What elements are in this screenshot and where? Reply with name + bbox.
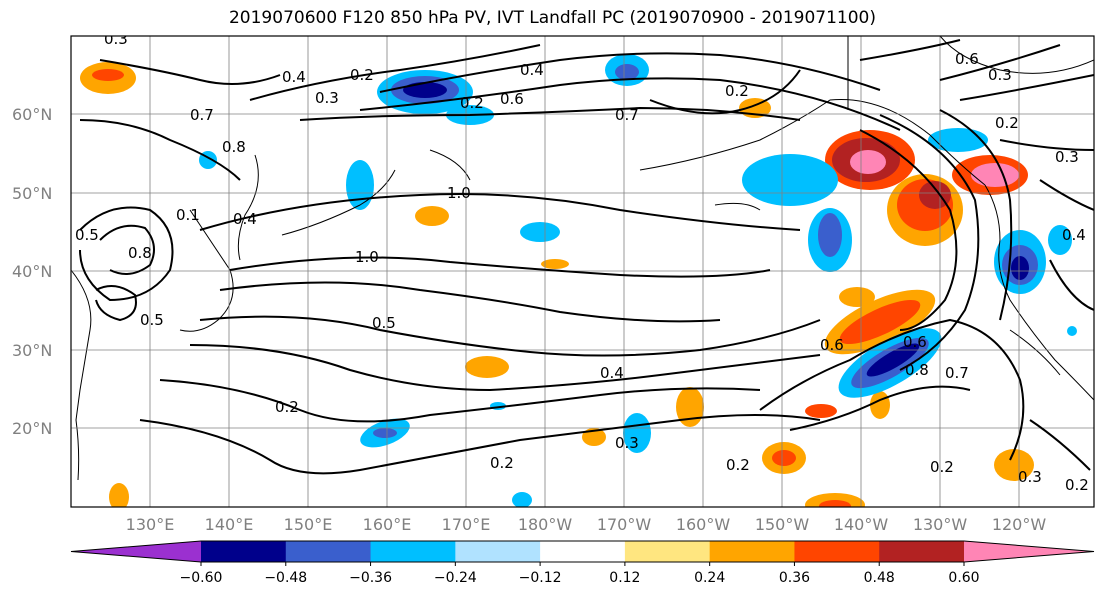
- contour-label: 0.8: [222, 138, 246, 156]
- lon-label: 130°E: [126, 515, 175, 534]
- contour-label: 0.7: [945, 364, 969, 382]
- colorbar-bin: [709, 541, 795, 562]
- contour-label: 0.2: [490, 454, 514, 472]
- colorbar-tick-label: −0.36: [349, 570, 392, 586]
- contour-label: 0.5: [140, 311, 164, 329]
- colorbar-extension-low: [71, 541, 201, 562]
- lat-label: 30°N: [12, 341, 52, 360]
- lon-label: 140°E: [205, 515, 254, 534]
- colorbar-tick-label: 0.12: [609, 570, 640, 586]
- contour-labels: 0.3 0.4 0.2 0.3 0.4 0.6 0.2 0.7 0.6 0.3 …: [75, 30, 1089, 494]
- lat-label: 20°N: [12, 419, 52, 438]
- contour-label: 0.4: [233, 210, 257, 228]
- lon-label: 140°W: [834, 515, 889, 534]
- lon-label: 160°E: [363, 515, 412, 534]
- contour-label: 0.6: [500, 90, 524, 108]
- colorbar-bin: [540, 541, 626, 562]
- lon-label: 150°W: [755, 515, 810, 534]
- contour-label: 0.2: [1065, 476, 1089, 494]
- contour-label: 0.3: [988, 66, 1012, 84]
- colorbar-tick-label: −0.12: [519, 570, 562, 586]
- contour-label: 0.2: [930, 458, 954, 476]
- contour-label: 0.4: [282, 68, 306, 86]
- contour-label: 0.5: [75, 226, 99, 244]
- contour-label: 0.3: [1055, 148, 1079, 166]
- contour-label: 0.4: [520, 61, 544, 79]
- colorbar-extension-high: [964, 541, 1094, 562]
- lat-label: 60°N: [12, 105, 52, 124]
- colorbar-tick-label: −0.60: [180, 570, 223, 586]
- contour-label: 0.8: [905, 361, 929, 379]
- contour-label: 0.1: [176, 206, 200, 224]
- colorbar-tick-label: 0.60: [948, 570, 979, 586]
- lon-label: 160°W: [676, 515, 731, 534]
- contour-label: 0.6: [820, 336, 844, 354]
- lon-label: 170°W: [597, 515, 652, 534]
- contour-label: 0.3: [104, 30, 128, 48]
- lon-label: 120°W: [992, 515, 1047, 534]
- graticule: [71, 36, 1094, 507]
- contour-label: 0.6: [903, 333, 927, 351]
- colorbar-bin: [455, 541, 541, 562]
- lon-label: 170°E: [442, 515, 491, 534]
- colorbar-tick-label: −0.48: [264, 570, 307, 586]
- contour-label: 0.5: [372, 314, 396, 332]
- contour-label: 1.0: [447, 184, 471, 202]
- colorbar-tick-label: 0.48: [864, 570, 895, 586]
- colorbar-tick-label: −0.24: [434, 570, 477, 586]
- colorbar-tick-label: 0.36: [779, 570, 810, 586]
- colorbar-bin: [201, 541, 287, 562]
- lon-label: 150°E: [284, 515, 333, 534]
- colorbar-bin: [879, 541, 965, 562]
- latitude-labels: 60°N 50°N 40°N 30°N 20°N: [12, 105, 52, 438]
- lat-label: 40°N: [12, 262, 52, 281]
- lat-label: 50°N: [12, 184, 52, 203]
- map-border: [70, 35, 1095, 508]
- colorbar-tick-label: 0.24: [694, 570, 725, 586]
- colorbar-bin: [285, 541, 372, 562]
- contour-label: 0.4: [600, 364, 624, 382]
- colorbar-bin: [794, 541, 880, 562]
- contour-label: 0.2: [726, 456, 750, 474]
- ivt-contours: [79, 39, 1094, 475]
- longitude-labels: 130°E 140°E 150°E 160°E 170°E 180°W 170°…: [126, 515, 1047, 534]
- contour-label: 1.0: [355, 248, 379, 266]
- lon-label: 130°W: [913, 515, 968, 534]
- contour-label: 0.8: [128, 244, 152, 262]
- contour-label: 0.3: [615, 434, 639, 452]
- contour-label: 0.2: [275, 398, 299, 416]
- pv-shading: [80, 54, 1077, 507]
- contour-label: 0.2: [995, 114, 1019, 132]
- lon-label: 180°W: [518, 515, 573, 534]
- contour-label: 0.6: [955, 50, 979, 68]
- contour-label: 0.3: [1018, 468, 1042, 486]
- colorbar-bin: [370, 541, 456, 562]
- contour-label: 0.3: [315, 89, 339, 107]
- contour-label: 0.7: [615, 106, 639, 124]
- contour-label: 0.2: [460, 94, 484, 112]
- colorbar-bin: [624, 541, 711, 562]
- contour-label: 0.7: [190, 106, 214, 124]
- contour-label: 0.4: [1062, 226, 1086, 244]
- contour-label: 0.2: [350, 66, 374, 84]
- colorbar: −0.60 −0.48 −0.36 −0.24 −0.12 0.12 0.24 0.36 0.4…: [70, 540, 1095, 586]
- contour-label: 0.2: [725, 82, 749, 100]
- map-area: [71, 36, 1094, 507]
- map-title: 2019070600 F120 850 hPa PV, IVT Landfall…: [228, 8, 876, 28]
